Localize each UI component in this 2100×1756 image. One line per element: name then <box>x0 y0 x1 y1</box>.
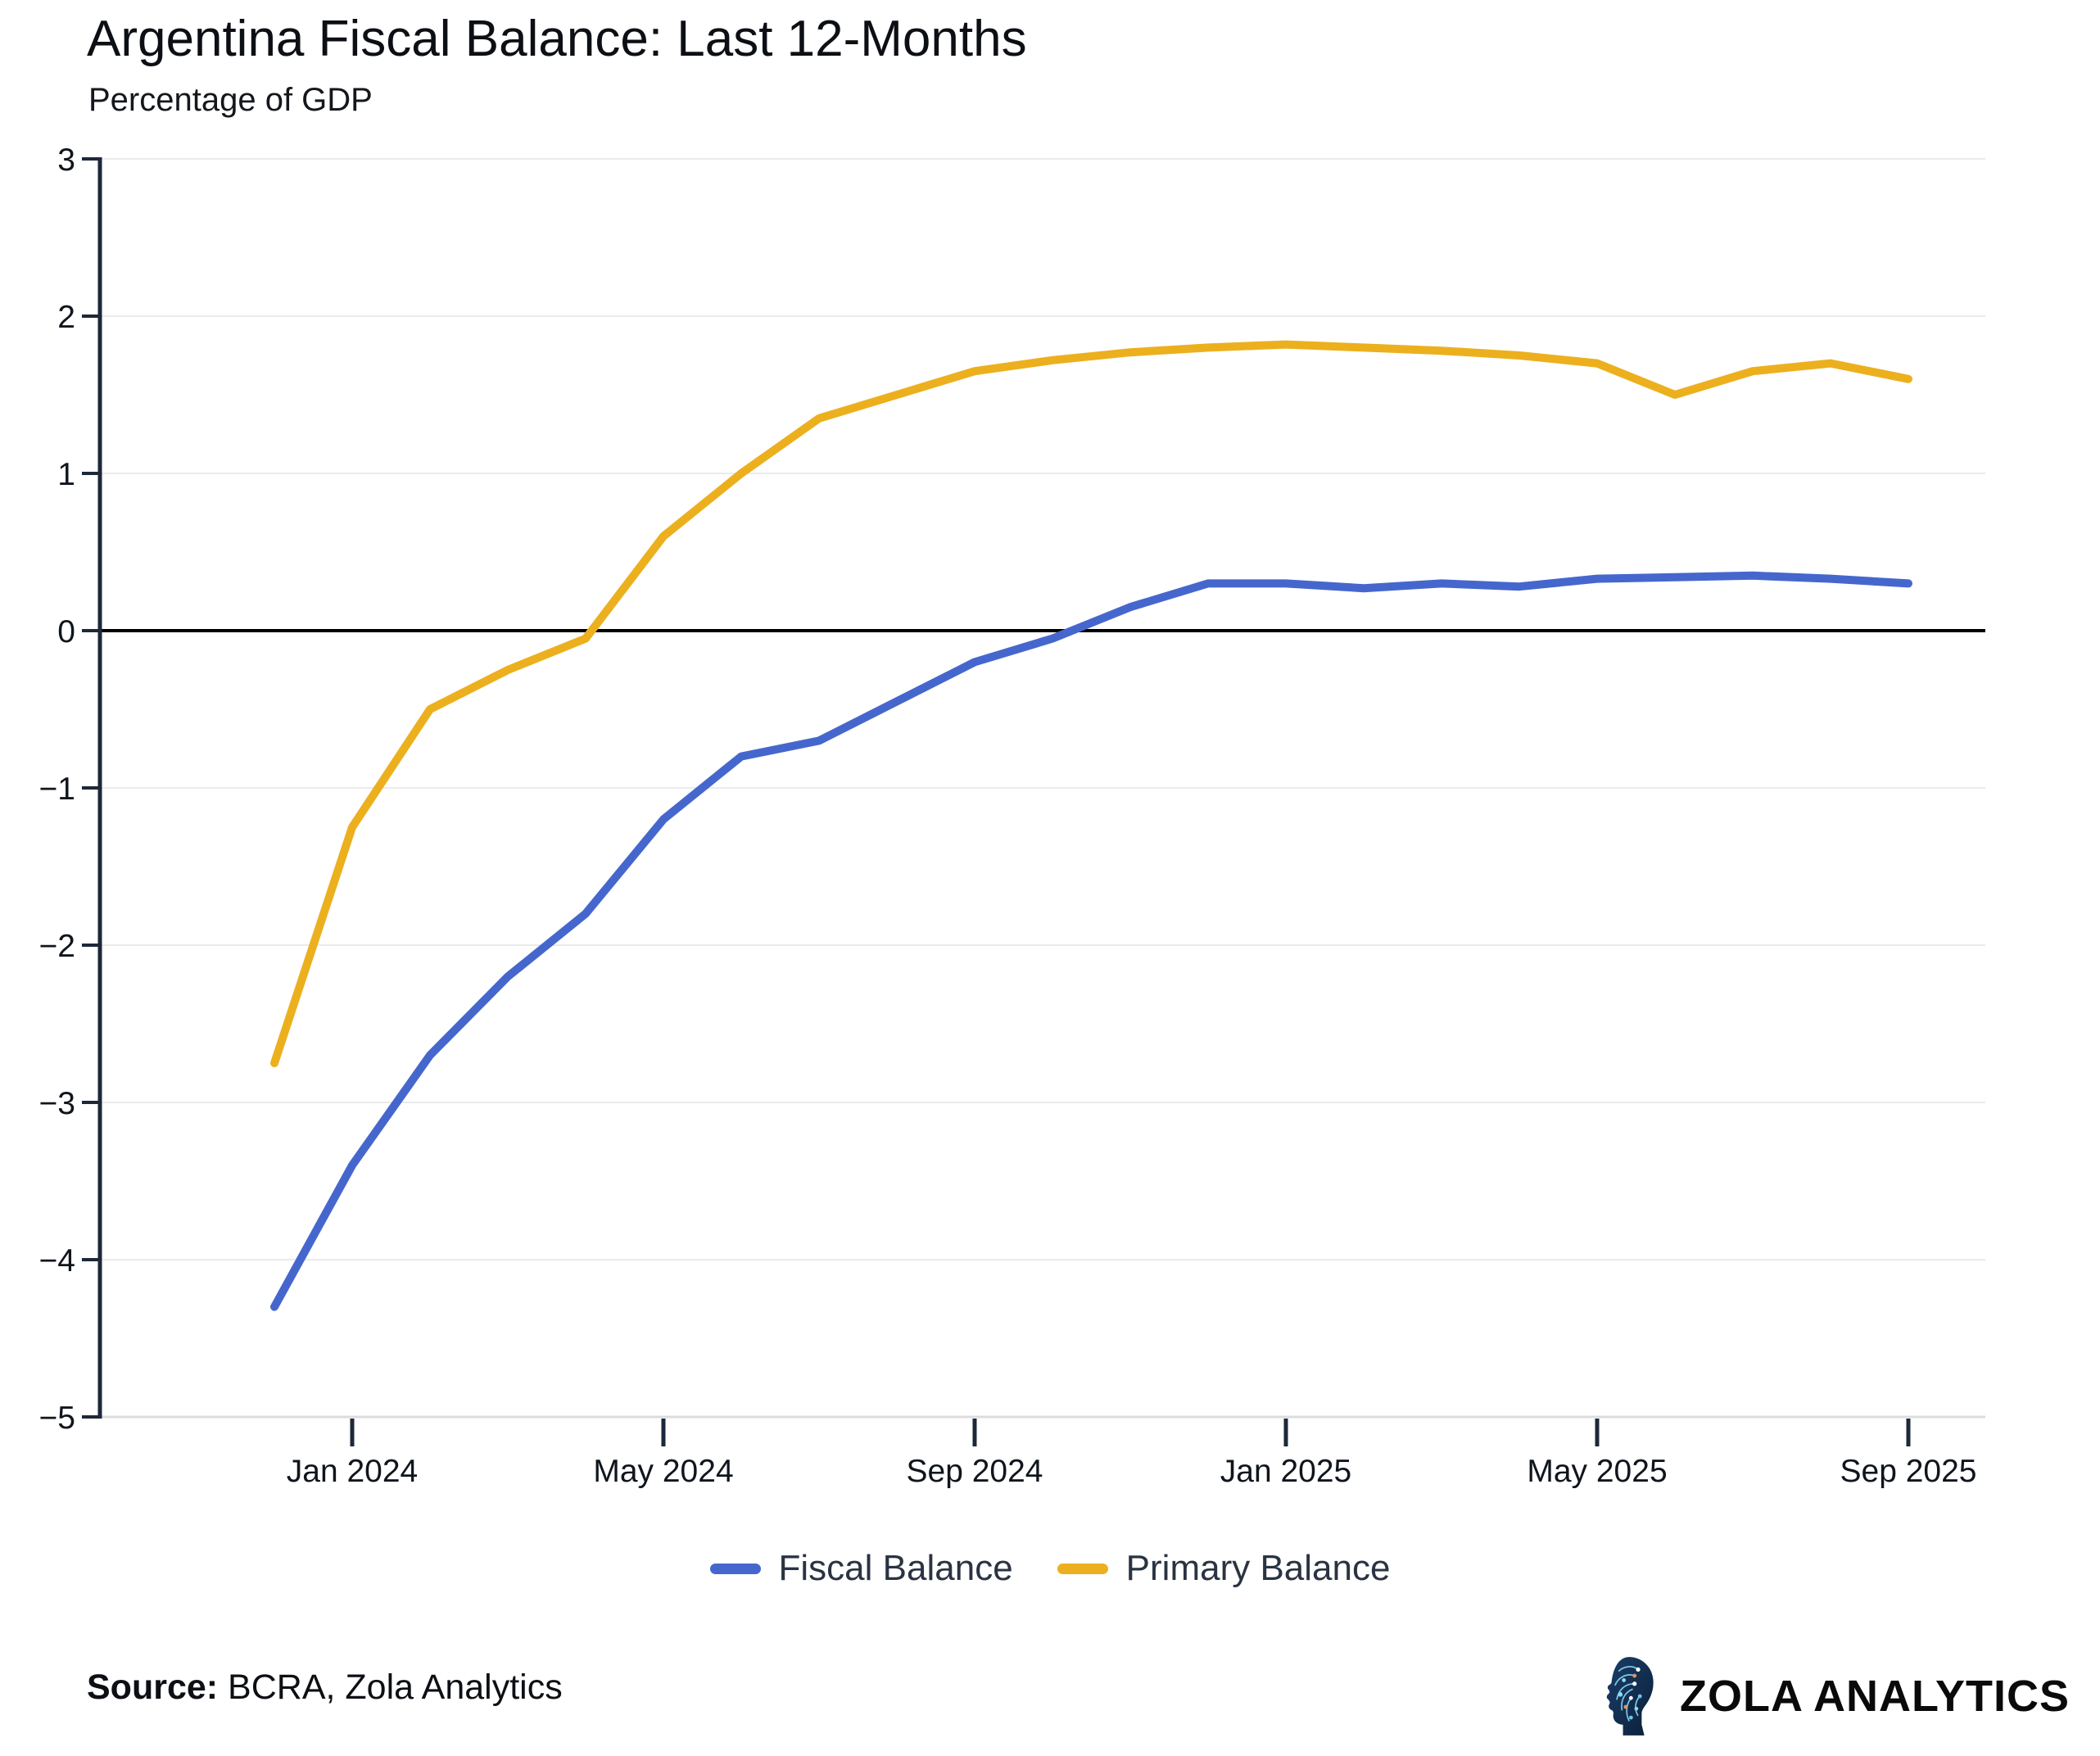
gridlines <box>100 158 1985 1419</box>
source-label: Source: <box>87 1668 219 1707</box>
fiscal-balance-swatch-icon <box>709 1563 761 1574</box>
legend-item-primary-balance: Primary Balance <box>1057 1548 1391 1589</box>
legend-item-fiscal-balance: Fiscal Balance <box>709 1548 1013 1589</box>
circuit-head-icon <box>1606 1657 1654 1736</box>
series-lines <box>270 340 1912 1311</box>
fiscal-balance-line <box>270 571 1912 1311</box>
axis-labels: 3 2 1 0 −1 −2 −3 −4 −5 Jan 2024 May 2024 Sep 2024 Ja… <box>39 143 1977 1489</box>
brand-logo: ZOLA ANALYTICS <box>1598 1651 2070 1741</box>
x-tick-label: Sep 2024 <box>907 1454 1043 1489</box>
y-tick-label: −3 <box>39 1086 75 1121</box>
y-tick-label: 3 <box>57 143 75 178</box>
x-tick-label: Jan 2024 <box>287 1454 418 1489</box>
source-note: Source: BCRA, Zola Analytics <box>87 1668 563 1708</box>
x-tick-label: Sep 2025 <box>1840 1454 1977 1489</box>
y-tick-label: −1 <box>39 772 75 807</box>
page-title: Argentina Fiscal Balance: Last 12-Months <box>87 11 1027 67</box>
y-tick-label: 0 <box>57 614 75 649</box>
axes <box>82 157 1911 1446</box>
x-tick-label: May 2025 <box>1527 1454 1667 1489</box>
page-subtitle: Percentage of GDP <box>88 82 373 118</box>
y-tick-label: 2 <box>57 300 75 335</box>
primary-balance-swatch-icon <box>1057 1563 1108 1574</box>
chart-legend: Fiscal Balance Primary Balance <box>0 1540 2100 1597</box>
y-tick-label: −4 <box>39 1243 75 1279</box>
x-tick-label: May 2024 <box>593 1454 733 1489</box>
primary-balance-line <box>270 340 1912 1067</box>
y-tick-label: −5 <box>39 1401 75 1436</box>
brand-name: ZOLA ANALYTICS <box>1679 1672 2070 1721</box>
y-tick-label: −2 <box>39 929 75 964</box>
y-tick-label: 1 <box>57 457 75 492</box>
legend-label: Fiscal Balance <box>778 1548 1013 1588</box>
source-text: BCRA, Zola Analytics <box>218 1668 563 1707</box>
legend-label: Primary Balance <box>1125 1548 1391 1588</box>
x-tick-label: Jan 2025 <box>1220 1454 1351 1489</box>
